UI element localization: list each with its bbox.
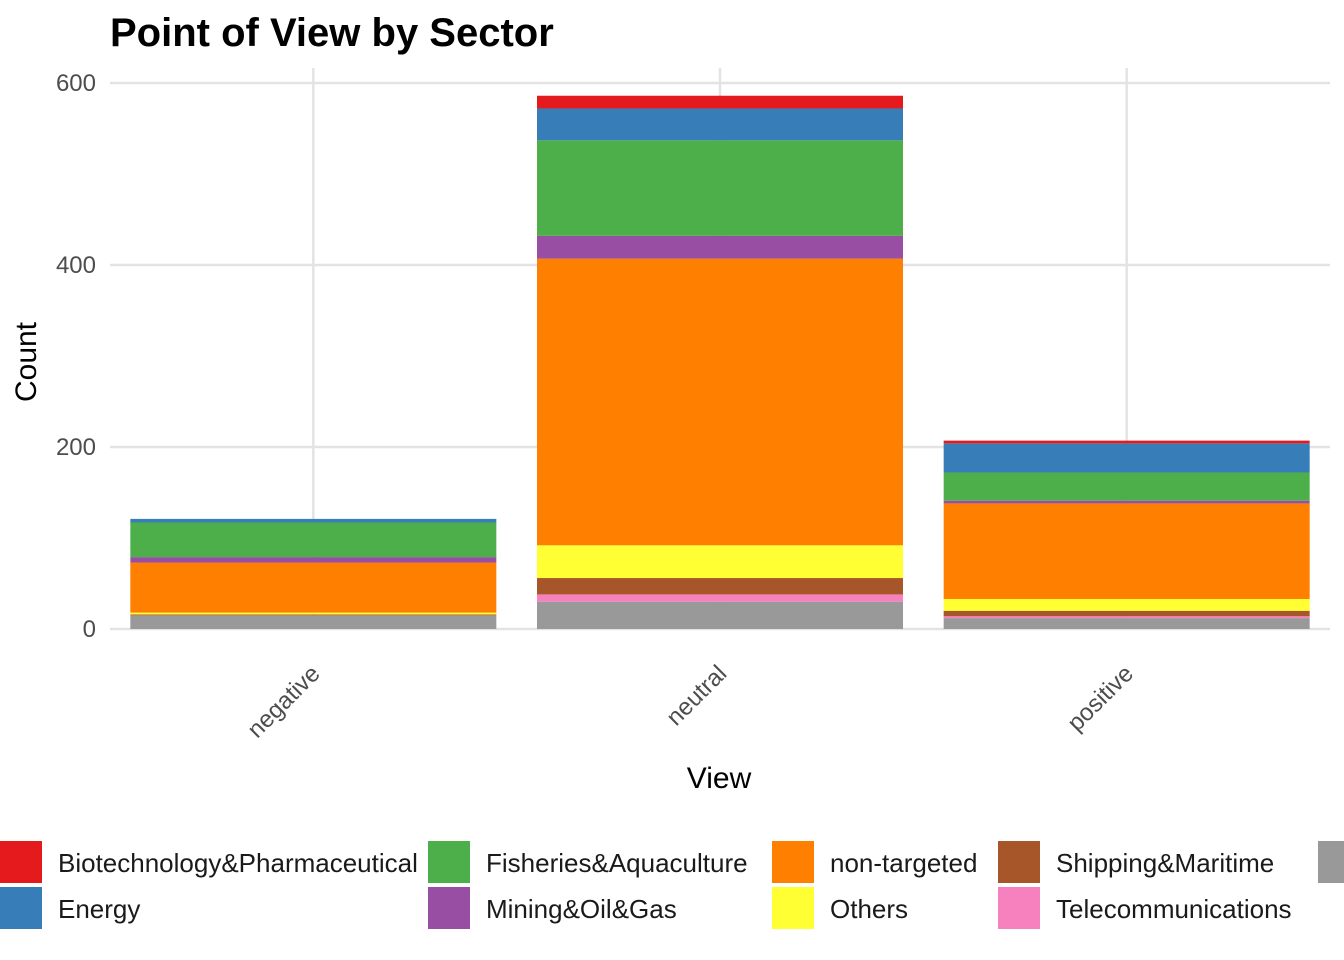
bar-segment (537, 594, 903, 602)
legend-key (998, 841, 1040, 883)
bar-segment (943, 472, 1310, 501)
bar-segment (537, 108, 903, 141)
legend-key (428, 841, 470, 883)
bar-segment (130, 557, 497, 563)
bar-segment (943, 598, 1310, 611)
legend-key (1318, 841, 1344, 883)
bar-segment (537, 545, 903, 579)
bar-segment (537, 235, 903, 259)
legend-label: Biotechnology&Pharmaceutical (58, 848, 418, 878)
x-axis-ticks: negative neutral positive (242, 660, 1139, 743)
bar-segment (537, 578, 903, 595)
legend-label: Telecommunications (1056, 894, 1292, 924)
x-tick-label: neutral (661, 660, 732, 731)
bar-segment (537, 601, 903, 629)
y-tick-label: 0 (83, 616, 96, 643)
bar-segment (537, 258, 903, 546)
legend-label: non-targeted (830, 848, 977, 878)
bar-segment (943, 503, 1310, 599)
legend-key (428, 887, 470, 929)
bar-segment (943, 610, 1310, 617)
bar-segment (130, 522, 497, 558)
legend-label: Others (830, 894, 908, 924)
bar-segment (537, 140, 903, 236)
x-tick-label: positive (1062, 660, 1139, 737)
x-tick-label: negative (242, 660, 325, 743)
bar-segment (130, 612, 497, 615)
legend-key (772, 841, 814, 883)
y-axis-title: Count (10, 321, 43, 402)
legend-label: Mining&Oil&Gas (486, 894, 677, 924)
legend-key (0, 841, 42, 883)
x-axis-title: View (687, 762, 752, 795)
y-tick-label: 600 (56, 70, 96, 97)
bar-segment (130, 615, 497, 629)
legend-key (998, 887, 1040, 929)
bar-segment (943, 500, 1310, 504)
legend-key (772, 887, 814, 929)
bar-segment (943, 440, 1310, 444)
y-tick-label: 400 (56, 252, 96, 279)
bars-layer (130, 95, 1310, 629)
bar-segment (943, 443, 1310, 473)
legend-label: Energy (58, 894, 140, 924)
y-axis-ticks: 0 200 400 600 (56, 70, 96, 643)
bar-segment (130, 614, 497, 616)
bar-segment (943, 616, 1310, 619)
chart-title: Point of View by Sector (110, 11, 554, 55)
legend-label: Shipping&Maritime (1056, 848, 1274, 878)
bar-segment (537, 95, 903, 109)
bar-segment (130, 562, 497, 613)
legend: Biotechnology&Pharmaceutical Energy Fisher… (0, 841, 1344, 929)
bar-segment (130, 518, 497, 523)
bar-segment (943, 618, 1310, 629)
legend-label: Fisheries&Aquaculture (486, 848, 748, 878)
legend-key (0, 887, 42, 929)
y-tick-label: 200 (56, 434, 96, 461)
